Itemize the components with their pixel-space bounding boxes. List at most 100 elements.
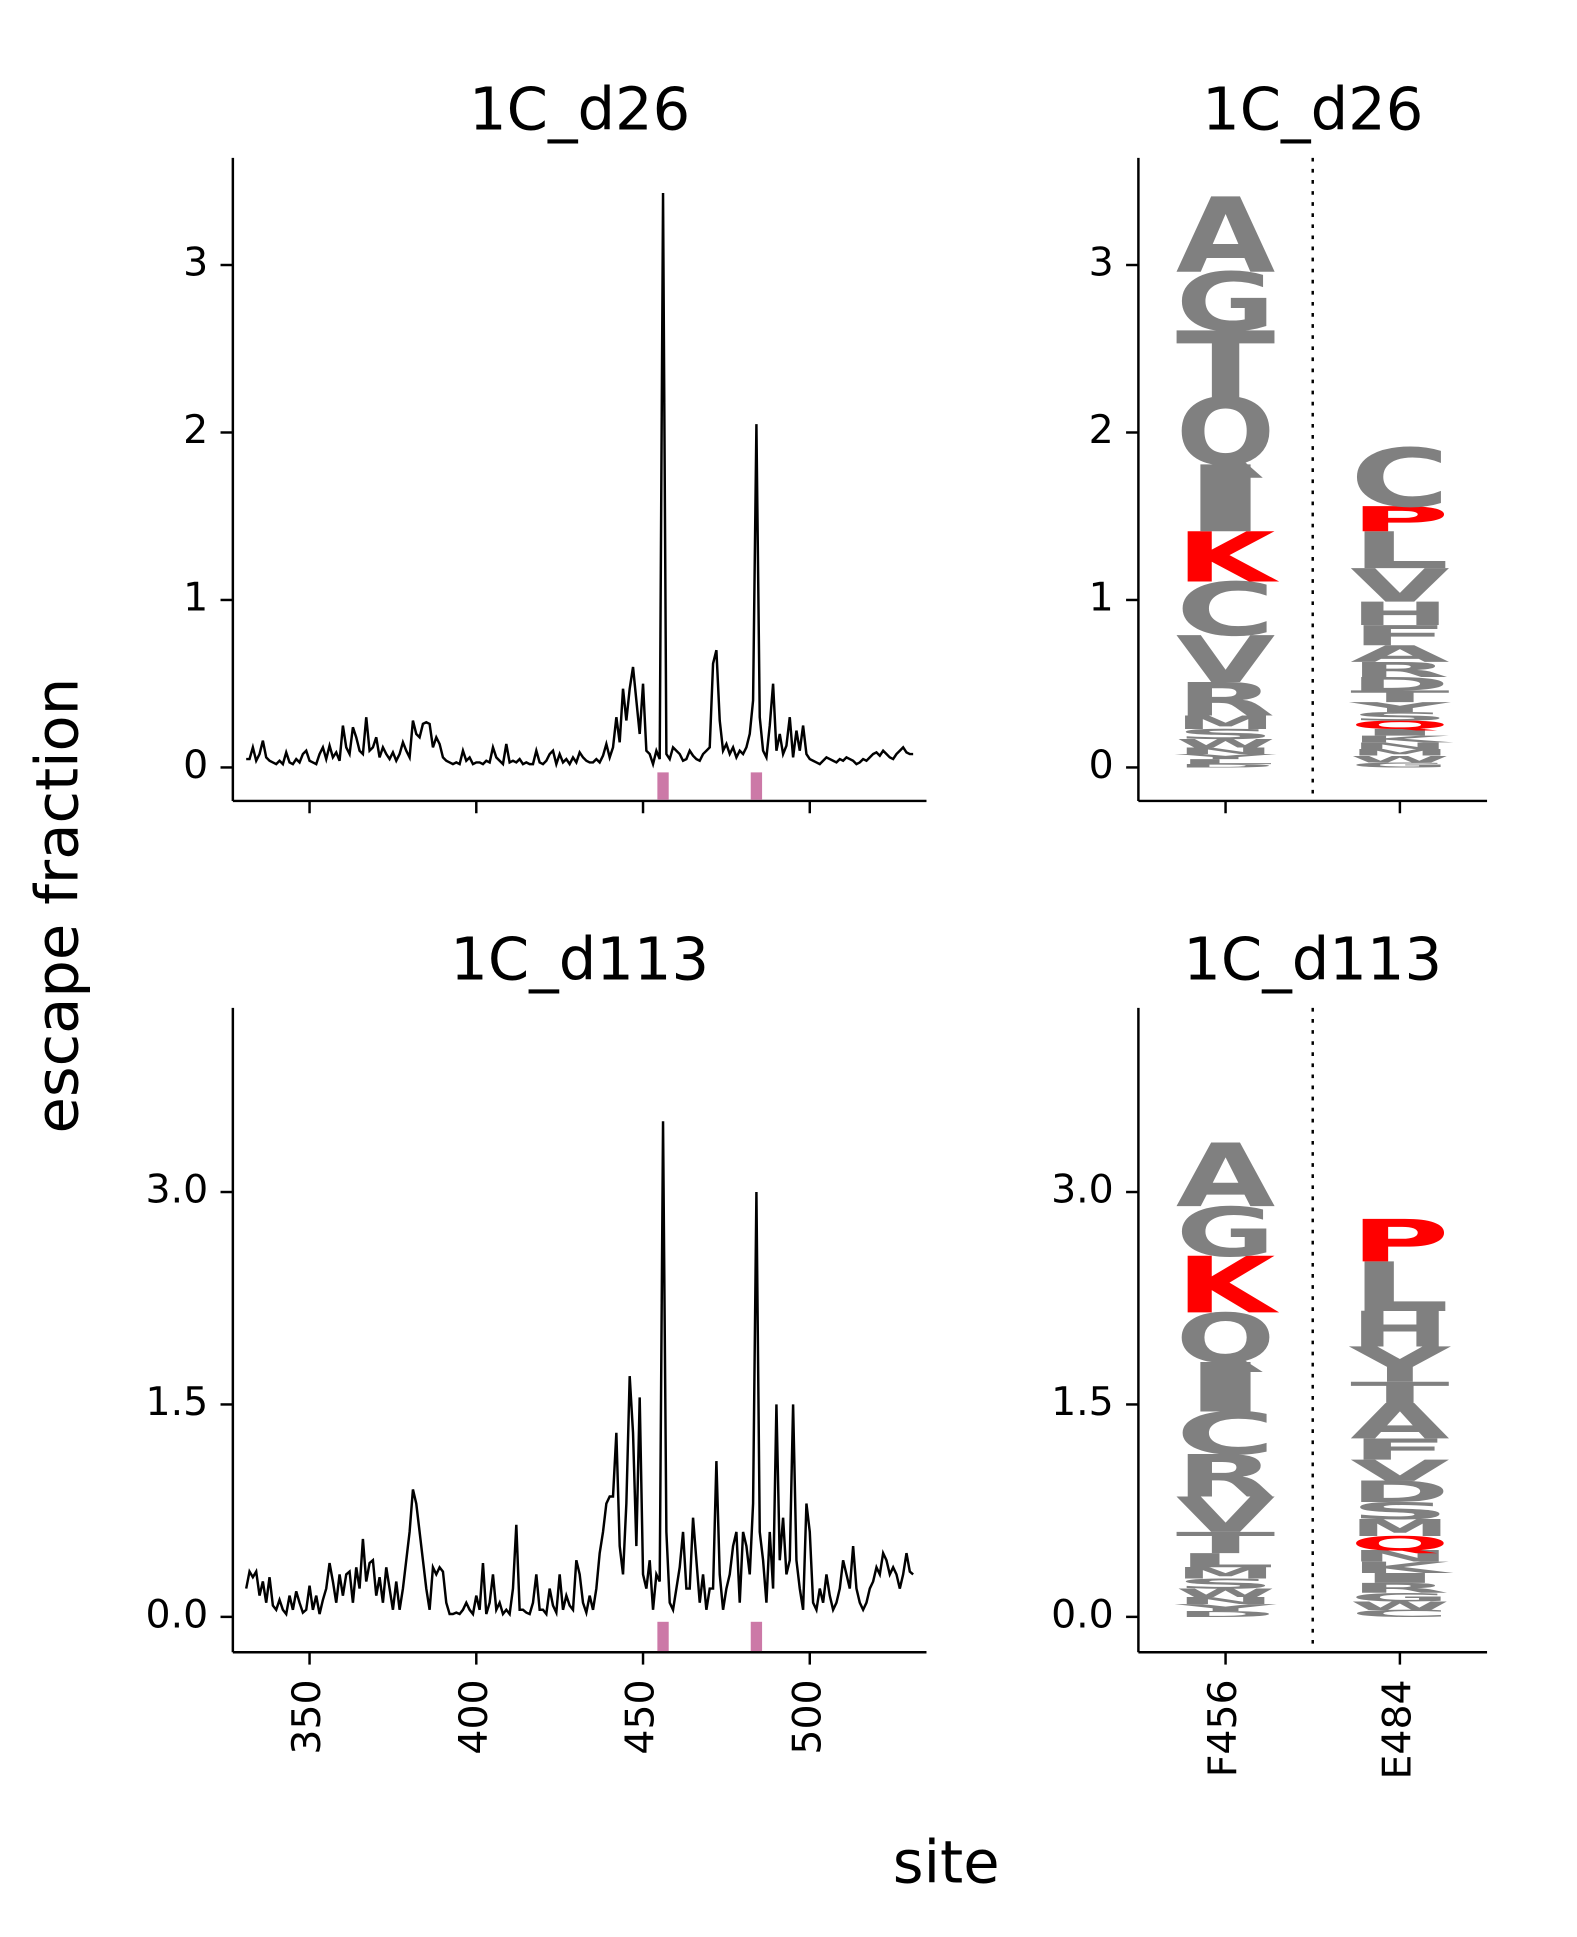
x-tick-label: 350 — [284, 1679, 330, 1754]
logo-letter: T — [1350, 687, 1450, 706]
logo-letter: C — [1350, 1608, 1449, 1619]
logo-letter: V — [1176, 622, 1276, 697]
logo-letter: V — [1176, 1487, 1276, 1544]
logo-letter: P — [1350, 499, 1449, 539]
y-tick-label: 0.0 — [1051, 1591, 1114, 1637]
logo-letter: F — [1350, 1433, 1449, 1467]
escape-line — [244, 1121, 914, 1618]
logo-letter: S — [1176, 1576, 1275, 1592]
logo-letter: Q — [1350, 1532, 1449, 1555]
logo-letter: P — [1350, 1208, 1449, 1276]
logo-letter: N — [1176, 1595, 1275, 1606]
y-tick-label: 1 — [183, 574, 208, 620]
logo-letter: H — [1350, 595, 1449, 632]
y-axis-label: escape fraction — [23, 678, 92, 1134]
logo-letter: R — [1176, 673, 1275, 726]
y-tick-label: 1.5 — [146, 1379, 209, 1425]
y-tick-label: 0 — [1089, 742, 1114, 788]
x-axis-label: site — [893, 1828, 1000, 1897]
logo-letter: L — [1176, 758, 1275, 766]
logo-letter: M — [1176, 712, 1275, 733]
logo-letter: G — [1350, 761, 1449, 769]
site-highlight — [750, 1621, 763, 1652]
logo-letter: D — [1350, 1476, 1449, 1510]
logo-letter: M — [1350, 747, 1449, 758]
logo-letter: D — [1350, 673, 1449, 694]
x-tick-label: F456 — [1200, 1679, 1246, 1777]
x-tick-label: E484 — [1374, 1679, 1420, 1779]
logo-letter: R — [1350, 1580, 1449, 1596]
logo-letter: W — [1176, 737, 1275, 750]
logo-letter: Q — [1350, 718, 1449, 731]
x-tick-label: 400 — [451, 1679, 497, 1754]
logo-letter: T — [1176, 312, 1275, 420]
logo-letter: Y — [1348, 699, 1452, 715]
y-tick-label: 3.0 — [1051, 1167, 1114, 1213]
x-tick-label: 500 — [784, 1679, 830, 1754]
logo-letter: I — [1176, 446, 1275, 554]
logo-letter: Q — [1176, 379, 1275, 487]
logo-letter: H — [1350, 1302, 1449, 1359]
panel-title: 1C_d113 — [450, 925, 709, 994]
y-tick-label: 3 — [1089, 240, 1114, 286]
logo-letter: W — [1350, 754, 1449, 765]
logo-letter: I — [1350, 1570, 1449, 1586]
logo-letter: N — [1176, 746, 1275, 757]
logo-letter: N — [1350, 741, 1449, 752]
logo-letter: D — [1176, 1610, 1275, 1619]
logo-letter: K — [1350, 1559, 1455, 1577]
logo-letter: C — [1176, 567, 1275, 653]
logo-letter: C — [1350, 432, 1449, 525]
panel-title: 1C_d26 — [1202, 75, 1423, 144]
logo-letter: W — [1350, 1599, 1449, 1613]
logo-letter: R — [1350, 658, 1449, 682]
logo-letter: K — [1176, 519, 1279, 599]
logo-letter: T — [1350, 1376, 1449, 1410]
logo-letter: Y — [1174, 753, 1277, 761]
panel-title: 1C_d26 — [469, 75, 690, 144]
logo-letter: I — [1176, 1349, 1275, 1428]
y-tick-label: 2 — [183, 407, 208, 453]
logo-letter: A — [1176, 1126, 1275, 1228]
panel-title: 1C_d113 — [1183, 925, 1442, 994]
logo-letter: Y — [1174, 1602, 1277, 1613]
y-tick-label: 3 — [183, 240, 208, 286]
logo-letter: V — [1350, 560, 1449, 613]
logo-letter: N — [1350, 1547, 1449, 1565]
logo-letter: Y — [1348, 1337, 1452, 1394]
logo-letter: L — [1350, 521, 1449, 580]
logo-letter: G — [1350, 1590, 1449, 1604]
logo-letter: M — [1176, 1564, 1275, 1582]
site-highlight — [657, 1621, 669, 1652]
logo-letter: W — [1176, 1586, 1275, 1600]
logo-letter: T — [1176, 1526, 1275, 1560]
logo-letter: G — [1176, 1193, 1275, 1272]
y-tick-label: 3.0 — [146, 1167, 209, 1213]
logo-letter: S — [1350, 710, 1449, 723]
logo-letter: V — [1350, 1454, 1450, 1488]
y-tick-label: 2 — [1089, 407, 1114, 453]
escape-line — [246, 192, 914, 769]
x-tick-label: 450 — [618, 1679, 664, 1754]
y-tick-label: 1 — [1089, 574, 1114, 620]
logo-letter: K — [1350, 734, 1454, 745]
y-tick-label: 0 — [183, 742, 208, 788]
site-highlight — [750, 772, 763, 800]
logo-letter: S — [1176, 726, 1275, 742]
logo-letter: A — [1350, 641, 1450, 668]
logo-letter: D — [1176, 763, 1275, 768]
logo-letter: G — [1176, 256, 1275, 349]
logo-letter: A — [1176, 176, 1275, 296]
logo-letter: Q — [1176, 1300, 1275, 1379]
logo-letter: M — [1350, 1515, 1449, 1542]
logo-letter: K — [1176, 1241, 1280, 1332]
logo-letter: I — [1350, 727, 1449, 738]
logo-letter: R — [1176, 1443, 1275, 1511]
site-highlight — [657, 772, 669, 800]
logo-letter: L — [1176, 1549, 1275, 1572]
logo-letter: S — [1350, 1498, 1449, 1525]
logo-letter: F — [1350, 620, 1449, 652]
y-tick-label: 0.0 — [146, 1591, 209, 1637]
logo-letter: A — [1350, 1394, 1450, 1451]
